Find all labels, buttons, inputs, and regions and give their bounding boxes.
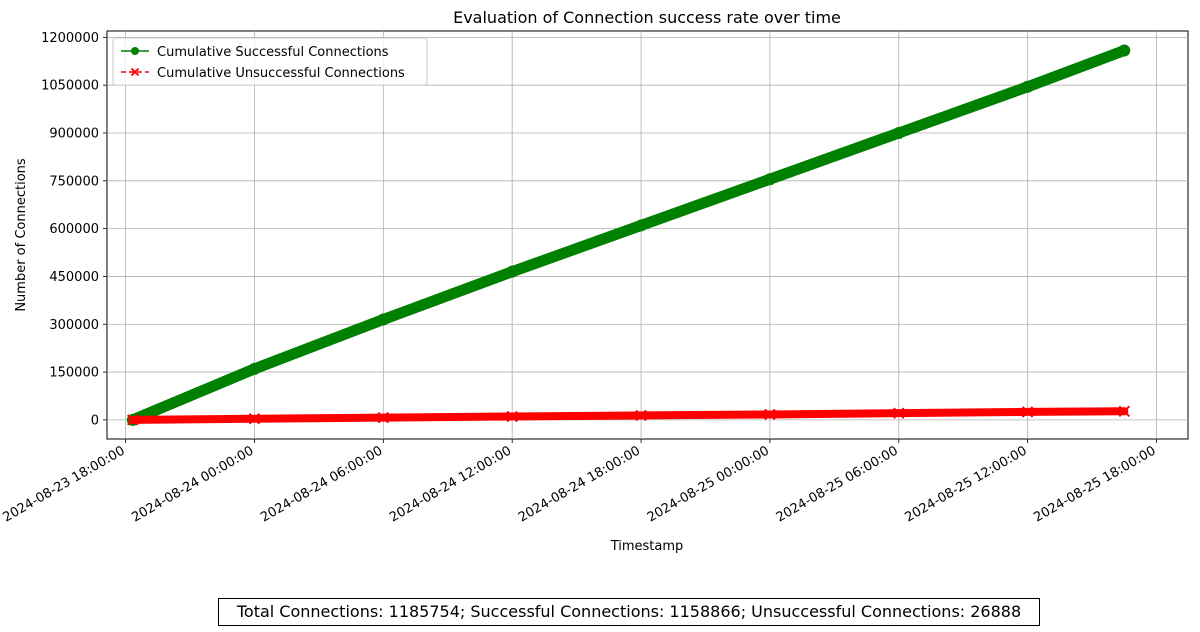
x-tick-label: 2024-08-25 18:00:00 (1031, 443, 1158, 525)
successful-point (763, 173, 776, 186)
unsuccessful-point (1021, 406, 1034, 418)
successful-point (1118, 44, 1131, 57)
successful-point (892, 127, 905, 139)
x-tick-label: 2024-08-24 12:00:00 (387, 443, 514, 525)
y-tick-label: 0 (91, 413, 99, 428)
legend: Cumulative Successful Connections Cumula… (112, 37, 428, 86)
y-tick-label: 300000 (49, 318, 99, 333)
legend-box (112, 37, 428, 86)
legend-marker-unsuccessful (130, 67, 140, 77)
x-axis: 2024-08-23 18:00:00 2024-08-24 00:00:00 20… (1, 439, 1159, 526)
x-tick-label: 2024-08-24 06:00:00 (258, 443, 385, 525)
connection-success-chart: 2024-08-23 18:00:00 2024-08-24 00:00:00 20… (1, 8, 1189, 554)
unsuccessful-point (506, 410, 518, 423)
x-tick-label: 2024-08-23 18:00:00 (1, 443, 128, 525)
series-successful (126, 44, 1131, 426)
summary-box: Total Connections: 1185754; Successful C… (218, 598, 1040, 626)
successful-point (248, 362, 261, 375)
series-unsuccessful (127, 405, 1130, 426)
legend-label-successful: Cumulative Successful Connections (157, 45, 389, 60)
unsuccessful-line (128, 407, 1129, 424)
unsuccessful-point (377, 411, 390, 424)
x-tick-label: 2024-08-25 12:00:00 (903, 443, 1030, 525)
unsuccessful-point (127, 414, 139, 426)
y-axis-label: Number of Connections (14, 158, 29, 312)
x-axis-label: Timestamp (610, 539, 684, 554)
successful-line (127, 44, 1130, 426)
unsuccessful-point (635, 409, 647, 422)
y-tick-label: 450000 (49, 270, 99, 285)
x-tick-label: 2024-08-24 18:00:00 (516, 443, 643, 525)
y-tick-label: 600000 (49, 222, 99, 237)
y-tick-label: 1050000 (41, 79, 99, 94)
y-axis: 0 150000 300000 450000 600000 750000 900000 105… (41, 31, 107, 428)
successful-point (377, 313, 390, 326)
series-layer (126, 44, 1131, 426)
successful-point (506, 265, 519, 278)
y-tick-label: 900000 (49, 127, 99, 142)
y-tick-label: 150000 (49, 366, 99, 381)
unsuccessful-point (1118, 405, 1130, 418)
y-tick-label: 1200000 (41, 31, 99, 46)
successful-point (1021, 80, 1034, 93)
x-tick-label: 2024-08-25 06:00:00 (774, 443, 901, 525)
x-tick-label: 2024-08-24 00:00:00 (129, 443, 256, 525)
unsuccessful-point (248, 413, 261, 425)
chart-title: Evaluation of Connection success rate ov… (453, 8, 841, 27)
unsuccessful-point (893, 407, 905, 419)
unsuccessful-point (764, 408, 776, 421)
y-tick-label: 750000 (49, 174, 99, 189)
x-tick-label: 2024-08-25 00:00:00 (645, 443, 772, 525)
legend-label-unsuccessful: Cumulative Unsuccessful Connections (157, 66, 405, 81)
successful-point (635, 219, 648, 232)
legend-marker-successful (131, 47, 139, 55)
plot-frame (106, 30, 1189, 440)
